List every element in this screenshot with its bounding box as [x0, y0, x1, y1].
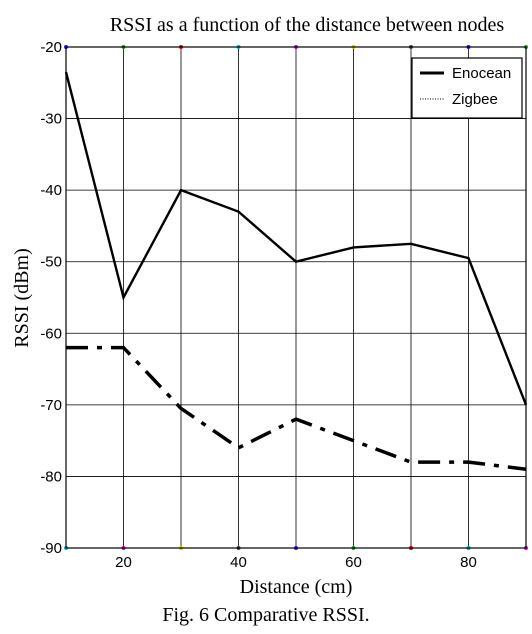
y-tick-label: -80: [40, 468, 62, 485]
series-group: [64, 71, 528, 472]
legend-label-enocean: Enocean: [452, 65, 511, 82]
y-tick-label: -90: [40, 540, 62, 557]
x-axis-label: Distance (cm): [240, 576, 353, 598]
y-tick-label: -50: [40, 254, 62, 271]
ticks: -90 -80 -70 -60 -50 -40 -30 -20 20 40 60 80: [40, 39, 477, 571]
figure-caption: Fig. 6 Comparative RSSI.: [162, 604, 370, 626]
y-axis-label: RSSI (dBm): [11, 248, 33, 347]
x-tick-label: 20: [115, 554, 132, 571]
legend-box: [411, 57, 523, 119]
legend-label-zigbee: Zigbee: [452, 91, 498, 108]
rssi-chart: RSSI as a function of the distance betwe…: [11, 14, 528, 598]
x-tick-label: 40: [230, 554, 247, 571]
series-line-zigbee: [66, 345, 527, 472]
y-tick-label: -20: [40, 39, 62, 56]
y-tick-label: -30: [40, 111, 62, 128]
chart-title: RSSI as a function of the distance betwe…: [110, 14, 505, 36]
legend: Enocean Zigbee: [411, 57, 523, 119]
y-tick-label: -70: [40, 397, 62, 414]
series-line-enocean: [64, 71, 528, 406]
grid: [64, 45, 528, 550]
y-tick-label: -60: [40, 325, 62, 342]
plot-frame: [65, 46, 527, 549]
y-tick-label: -40: [40, 182, 62, 199]
x-tick-label: 60: [345, 554, 362, 571]
x-tick-label: 80: [460, 554, 477, 571]
